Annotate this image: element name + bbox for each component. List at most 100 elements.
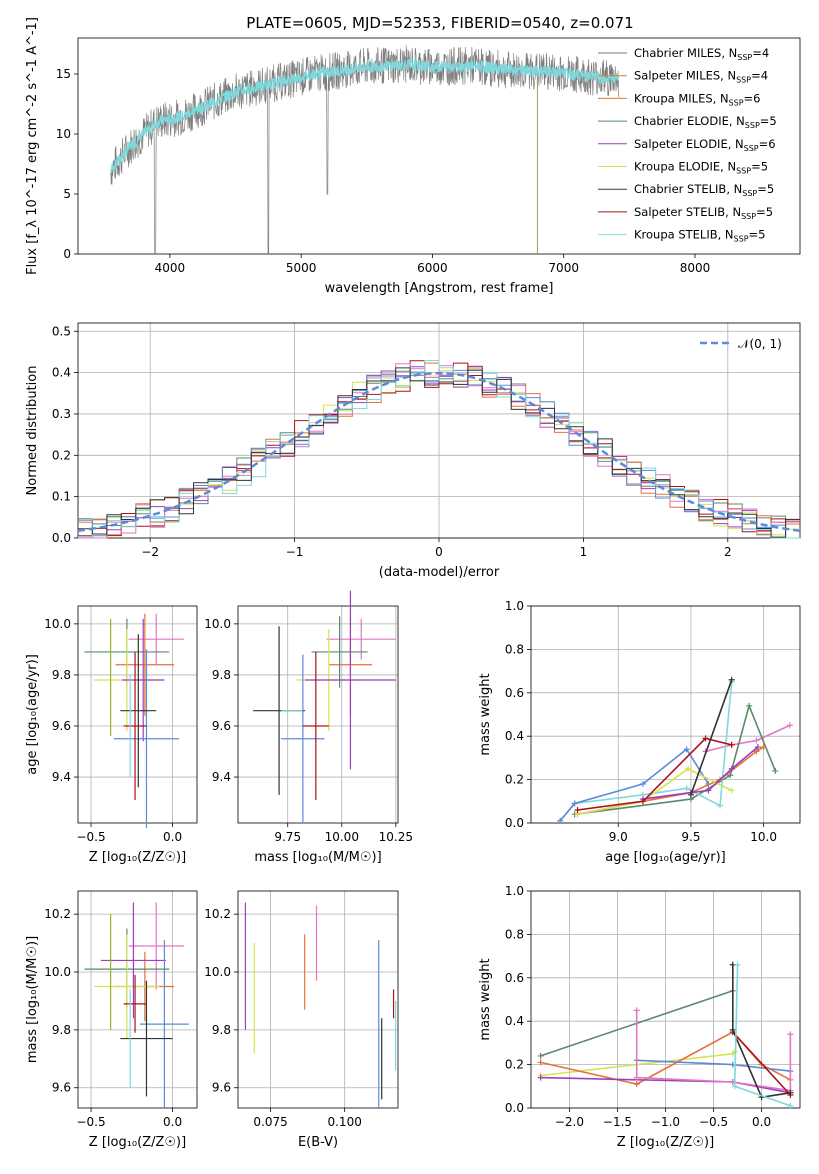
mass-vs-ebv-panel: 0.075 0.100 9.6 9.8 10.0 10.2 E(B-V) xyxy=(204,890,399,1150)
y-tick-label: 9.6 xyxy=(52,719,71,733)
axes-frame xyxy=(530,890,801,1109)
y-axis-label: age [log₁₀(age/yr)] xyxy=(25,654,40,775)
legend-entry: Chabrier ELODIE, NSSP=5 xyxy=(634,114,777,130)
weight-point-marker xyxy=(537,1059,544,1066)
weight-point-marker xyxy=(787,1031,794,1038)
legend-count: =6 xyxy=(759,137,776,151)
axes-frame xyxy=(77,605,198,824)
x-axis-label: (data-model)/error xyxy=(379,565,500,580)
weight-point-marker xyxy=(687,791,694,798)
legend-count: =5 xyxy=(749,228,766,242)
y-tick-label: 9.8 xyxy=(52,1023,71,1037)
weight-point-marker xyxy=(731,1083,738,1090)
y-axis-label: mass weight xyxy=(478,958,493,1040)
legend-subscript: SSP xyxy=(741,212,756,221)
weight-point-marker xyxy=(633,1081,640,1088)
y-tick-label: 9.4 xyxy=(212,770,231,784)
legend-entry: Chabrier MILES, NSSP=4 xyxy=(634,46,769,62)
weight-point-marker xyxy=(537,1074,544,1081)
legend-entry: Salpeter ELODIE, NSSP=6 xyxy=(634,137,776,153)
weight-vs-age-panel: 9.0 9.5 10.0 0.0 0.2 0.4 0.6 0.8 1.0 age [log₁₀(a… xyxy=(478,599,801,865)
x-axis-label: Z [log₁₀(Z/Z☉)] xyxy=(89,850,186,865)
legend-count: =5 xyxy=(760,114,777,128)
spectrum-panel: 4000 5000 6000 7000 8000 0 5 10 15 wavelength [An… xyxy=(25,17,801,296)
weight-series-line xyxy=(705,724,791,753)
age-vs-mass-panel: 9.75 10.00 10.25 9.4 9.6 9.8 10.0 mass [log₁₀(M… xyxy=(204,590,413,865)
weight-point-marker xyxy=(772,767,779,774)
mass-vs-Z-panel: −0.5 0.0 9.6 9.8 10.0 10.2 Z [log₁₀(Z/Z☉)] mass… xyxy=(25,890,198,1150)
figure-title: PLATE=0605, MJD=52353, FIBERID=0540, z=0… xyxy=(246,14,633,32)
weight-point-marker xyxy=(702,735,709,742)
histogram-series xyxy=(78,367,800,538)
x-tick-label: −0.5 xyxy=(76,1115,105,1129)
legend-subscript: SSP xyxy=(745,121,760,130)
weight-point-marker xyxy=(734,961,741,968)
x-tick-label: 4000 xyxy=(155,261,186,275)
y-tick-label: 0.3 xyxy=(52,407,71,421)
weight-series-line xyxy=(732,964,791,1099)
weight-series-line xyxy=(732,1031,791,1096)
x-tick-label: 8000 xyxy=(680,261,711,275)
legend-entry: Kroupa ELODIE, NSSP=5 xyxy=(634,160,768,176)
y-tick-label: 0.1 xyxy=(52,490,71,504)
weight-point-marker xyxy=(633,1074,640,1081)
y-tick-label: 10.0 xyxy=(44,965,71,979)
y-tick-label: 9.6 xyxy=(212,719,231,733)
y-tick-label: 0.2 xyxy=(52,448,71,462)
x-tick-label: 10.25 xyxy=(379,830,413,844)
axes-frame xyxy=(530,605,801,824)
x-tick-label: −2.0 xyxy=(555,1115,584,1129)
x-tick-label: −2 xyxy=(141,545,159,559)
weight-point-marker xyxy=(728,741,735,748)
y-tick-label: 10.0 xyxy=(204,617,231,631)
y-tick-label: 9.8 xyxy=(212,668,231,682)
x-tick-label: −1 xyxy=(286,545,304,559)
y-tick-label: 15 xyxy=(56,67,71,81)
y-tick-label: 0.0 xyxy=(505,816,524,830)
x-axis-label: E(B-V) xyxy=(298,1135,338,1150)
y-tick-label: 9.8 xyxy=(52,668,71,682)
y-tick-label: 0.4 xyxy=(505,729,524,743)
legend-subscript: SSP xyxy=(734,235,749,244)
y-tick-label: 0.4 xyxy=(505,1014,524,1028)
weight-point-marker xyxy=(728,765,735,772)
legend-count: =5 xyxy=(757,182,774,196)
y-tick-label: 0.2 xyxy=(505,1058,524,1072)
x-tick-label: 6000 xyxy=(417,261,448,275)
weight-point-marker xyxy=(731,1048,738,1055)
y-tick-label: 0.4 xyxy=(52,366,71,380)
legend-count: =5 xyxy=(756,205,773,219)
y-tick-label: 9.6 xyxy=(212,1081,231,1095)
legend-subscript: SSP xyxy=(737,53,752,62)
weight-point-marker xyxy=(537,1052,544,1059)
axes-frame xyxy=(77,322,801,539)
y-tick-label: 9.4 xyxy=(52,770,71,784)
weight-point-marker xyxy=(729,1026,736,1033)
weight-point-marker xyxy=(571,800,578,807)
axes-frame xyxy=(77,37,801,255)
y-tick-label: 5 xyxy=(63,187,71,201)
legend-entry: Salpeter MILES, NSSP=4 xyxy=(634,69,768,85)
x-tick-label: 0.100 xyxy=(327,1115,361,1129)
weight-point-marker xyxy=(753,737,760,744)
weight-point-marker xyxy=(639,798,646,805)
y-axis-label: Flux [f_λ 10^-17 erg cm^-2 s^-1 A^-1] xyxy=(25,17,40,275)
legend-subscript: SSP xyxy=(736,167,751,176)
x-tick-label: 0.0 xyxy=(163,1115,182,1129)
y-tick-label: 0.6 xyxy=(505,686,524,700)
y-tick-label: 0 xyxy=(63,247,71,261)
weight-point-marker xyxy=(705,787,712,794)
residual-panel: −2 −1 0 1 2 0.0 0.1 0.2 0.3 0.4 0.5 (data-model)/er… xyxy=(25,322,801,580)
x-tick-label: 0.0 xyxy=(752,1115,771,1129)
axes-frame xyxy=(237,890,399,1109)
x-tick-label: 0.075 xyxy=(253,1115,287,1129)
x-tick-label: 7000 xyxy=(548,261,579,275)
y-tick-label: 0.6 xyxy=(505,971,524,985)
weight-series-line xyxy=(642,746,759,800)
y-tick-label: 0.8 xyxy=(505,927,524,941)
legend-count: =6 xyxy=(744,91,761,105)
y-tick-label: 9.8 xyxy=(212,1023,231,1037)
y-tick-label: 10.0 xyxy=(204,965,231,979)
y-tick-label: 0.0 xyxy=(505,1101,524,1115)
